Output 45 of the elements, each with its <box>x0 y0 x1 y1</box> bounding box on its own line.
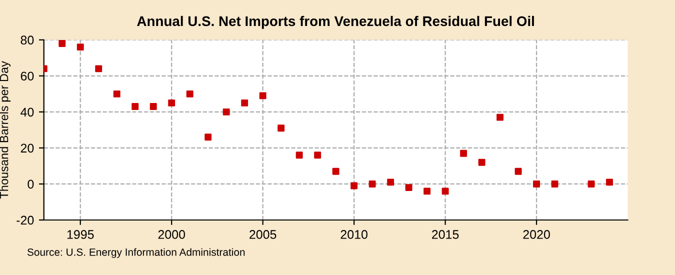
point <box>606 178 613 186</box>
x-tick-label: 2015 <box>432 230 459 239</box>
point <box>460 150 468 157</box>
point <box>478 158 486 166</box>
point <box>442 188 449 195</box>
point <box>113 90 120 98</box>
x-tick-label: 2005 <box>250 230 276 239</box>
point <box>241 99 248 106</box>
point <box>350 182 358 190</box>
point <box>332 168 340 175</box>
point <box>204 134 212 141</box>
point <box>296 152 303 159</box>
x-tick-label: 1995 <box>67 230 94 239</box>
y-tick-label: 20 <box>20 144 34 153</box>
y-tick-label: 0 <box>28 180 34 189</box>
point <box>222 108 230 116</box>
point <box>551 180 558 188</box>
point <box>424 188 431 195</box>
point <box>387 178 394 186</box>
x-tick-label: 2000 <box>158 230 186 239</box>
point <box>496 114 504 121</box>
source-note: Source: U.S. Energy Information Administration <box>27 248 245 258</box>
point <box>186 90 194 98</box>
y-tick-label: 80 <box>20 36 34 45</box>
point <box>368 180 376 188</box>
point <box>150 103 157 110</box>
chart-title: Annual U.S. Net Imports from Venezuela of Residual Fuel Oil <box>137 16 534 29</box>
point <box>514 168 522 175</box>
point <box>405 184 412 192</box>
point <box>58 40 66 47</box>
x-tick-label: 2020 <box>523 230 550 239</box>
point <box>314 152 322 159</box>
point <box>278 124 285 132</box>
point <box>132 103 139 110</box>
y-axis-title: Thousand Barrels per Day <box>0 61 11 199</box>
point <box>588 180 595 188</box>
point <box>76 44 84 51</box>
y-tick-label: 60 <box>20 72 34 81</box>
point <box>168 99 176 106</box>
point <box>95 65 102 72</box>
x-tick-label: 2010 <box>340 230 368 239</box>
point <box>533 180 540 188</box>
y-tick-label: -20 <box>16 216 34 225</box>
y-tick-label: 40 <box>20 108 34 117</box>
point <box>259 92 266 100</box>
